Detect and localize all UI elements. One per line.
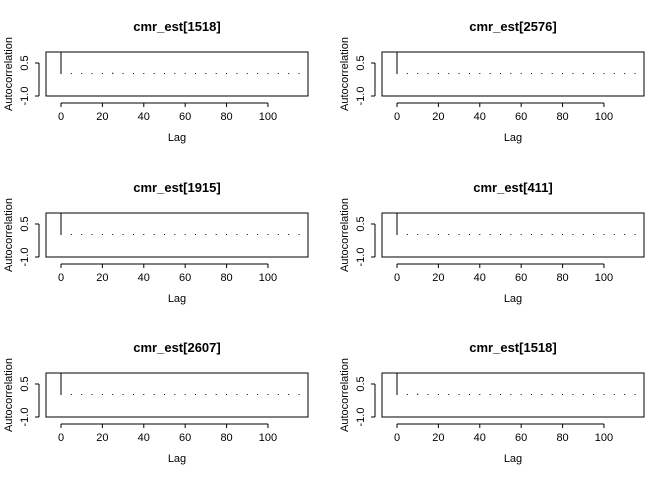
chart-title: cmr_est[2607] [133,340,220,355]
y-tick-label: -1.0 [19,248,31,267]
x-tick-label: 60 [179,432,191,444]
x-tick-label: 0 [394,432,400,444]
x-tick-label: 40 [474,272,486,284]
x-tick-label: 100 [259,111,277,123]
x-tick-label: 20 [96,111,108,123]
x-tick-label: 60 [179,272,191,284]
plot-frame [45,51,309,97]
acf-panel-2: cmr_est[2576] 0 20 40 60 80 100 Lag -1.0 0.5 Autoc… [339,19,645,144]
acf-panel-4: cmr_est[411] 0 20 40 60 80 100 Lag -1.0 0.5 Autoco… [339,180,645,305]
plot-frame [45,372,309,418]
x-tick-label: 0 [58,432,64,444]
x-tick-label: 20 [96,272,108,284]
x-tick-label: 40 [138,111,150,123]
x-tick-label: 60 [515,432,527,444]
x-tick-label: 40 [474,432,486,444]
x-tick-label: 60 [515,111,527,123]
x-axis-label: Lag [504,453,522,465]
acf-panel-3: cmr_est[1915] 0 20 40 60 80 100 Lag -1.0 0.5 Autoc… [3,180,309,305]
y-tick-label: -1.0 [355,408,367,427]
plot-frame [381,372,645,418]
x-axis-label: Lag [168,453,186,465]
x-tick-label: 60 [515,272,527,284]
y-tick-label: -1.0 [19,87,31,106]
plot-frame [45,212,309,258]
y-axis-label: Autocorrelation [339,37,351,111]
y-axis-label: Autocorrelation [3,358,15,432]
plot-frame [381,51,645,97]
y-tick-label: 0.5 [355,376,367,391]
y-tick-label: 0.5 [19,376,31,391]
x-tick-label: 20 [432,272,444,284]
plot-frame [381,212,645,258]
x-tick-label: 20 [432,432,444,444]
chart-title: cmr_est[411] [473,180,553,195]
y-tick-label: -1.0 [19,408,31,427]
acf-panel-1: cmr_est[1518] 0 20 40 60 80 100 Lag -1.0 0.5 Autoc… [3,19,309,144]
x-tick-label: 80 [556,111,568,123]
y-axis-label: Autocorrelation [339,358,351,432]
acf-panel-5: cmr_est[2607] 0 20 40 60 80 100 Lag -1.0 0.5 Autoc… [3,340,309,465]
x-axis-label: Lag [504,132,522,144]
x-tick-label: 40 [138,272,150,284]
chart-title: cmr_est[1915] [133,180,220,195]
x-axis-label: Lag [168,293,186,305]
x-tick-label: 0 [394,111,400,123]
x-tick-label: 100 [595,272,613,284]
y-tick-label: -1.0 [355,87,367,106]
y-tick-label: 0.5 [19,216,31,231]
x-tick-label: 100 [259,272,277,284]
y-tick-label: 0.5 [355,216,367,231]
y-tick-label: 0.5 [355,55,367,70]
y-axis-label: Autocorrelation [3,37,15,111]
x-tick-label: 0 [58,111,64,123]
x-tick-label: 40 [474,111,486,123]
x-tick-label: 0 [58,272,64,284]
x-tick-label: 80 [220,111,232,123]
x-tick-label: 80 [556,272,568,284]
x-tick-label: 100 [595,432,613,444]
x-axis-label: Lag [504,293,522,305]
chart-title: cmr_est[1518] [469,340,556,355]
acf-panel-6: cmr_est[1518] 0 20 40 60 80 100 Lag -1.0 0.5 Autoc… [339,340,645,465]
x-tick-label: 60 [179,111,191,123]
x-tick-label: 100 [259,432,277,444]
x-axis-label: Lag [168,132,186,144]
y-axis-label: Autocorrelation [3,198,15,272]
chart-title: cmr_est[1518] [133,19,220,34]
chart-title: cmr_est[2576] [469,19,556,34]
x-tick-label: 20 [96,432,108,444]
x-tick-label: 20 [432,111,444,123]
y-tick-label: -1.0 [355,248,367,267]
y-tick-label: 0.5 [19,55,31,70]
x-tick-label: 80 [556,432,568,444]
x-tick-label: 80 [220,432,232,444]
x-tick-label: 80 [220,272,232,284]
x-tick-label: 100 [595,111,613,123]
x-tick-label: 40 [138,432,150,444]
y-axis-label: Autocorrelation [339,198,351,272]
x-tick-label: 0 [394,272,400,284]
